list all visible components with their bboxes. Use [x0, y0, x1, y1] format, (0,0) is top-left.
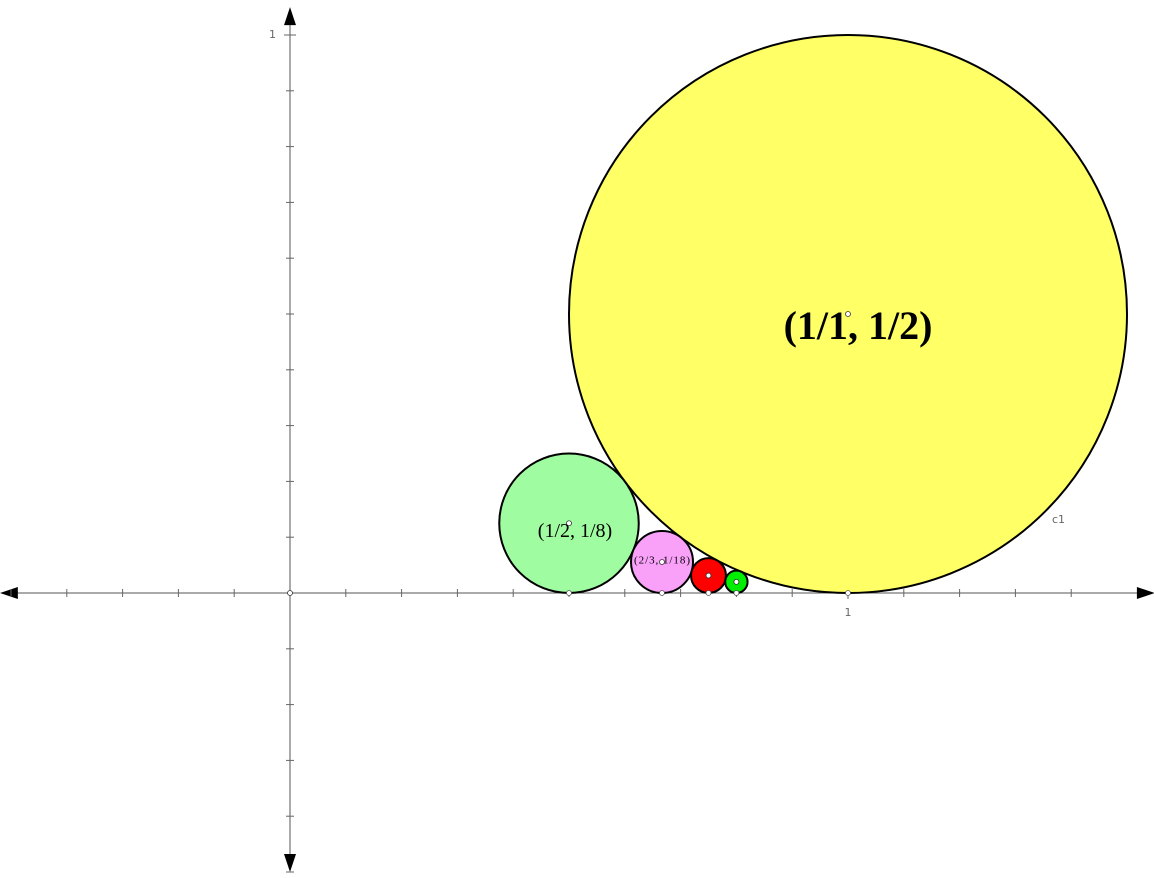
center-point [659, 559, 665, 565]
center-point [733, 578, 740, 585]
circle-label: (2/3, 1/18) [634, 555, 690, 567]
y-tick-label: 1 [269, 28, 276, 41]
arrow [1136, 587, 1154, 599]
arrow [284, 7, 296, 26]
center-point [566, 520, 572, 527]
circle-name: c1 [1052, 513, 1065, 526]
origin-point [287, 590, 293, 596]
circle-label: (1/2, 1/8) [538, 520, 612, 542]
x-tick-label: 1 [845, 606, 852, 619]
tangent-point [705, 590, 712, 596]
arrow [284, 854, 296, 872]
center-point [705, 572, 712, 579]
tangent-point [845, 590, 851, 596]
center-point [845, 311, 851, 317]
tangent-point [733, 590, 740, 596]
tangent-point [659, 590, 665, 596]
arrow [0, 587, 18, 599]
circle-label: (1/1, 1/2) [784, 303, 933, 348]
tangent-point [566, 590, 572, 596]
